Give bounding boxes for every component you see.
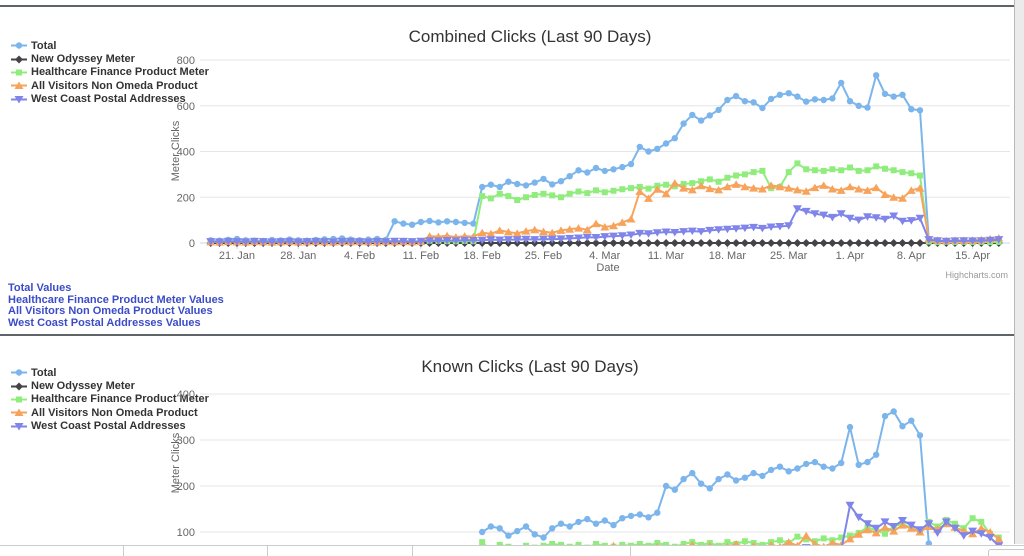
y-axis-title: Meter Clicks — [170, 120, 182, 181]
link-west-coast-postal-addresses-values[interactable]: West Coast Postal Addresses Values — [8, 316, 201, 329]
table-cell-border — [267, 546, 268, 556]
legend-item-label: Healthcare Finance Product Meter — [31, 393, 209, 406]
all-visitors-non-omeda-product-marker-icon — [11, 408, 27, 417]
known-clicks-title: Known Clicks (Last 90 Days) — [421, 357, 639, 376]
combined-clicks-chart[interactable]: 0 200 400 600 800 Meter Clicks 21. Jan 28. Jan 4… — [0, 0, 1024, 300]
y-axis-tick-label: 400 — [177, 389, 195, 401]
y-axis-tick-label: 200 — [177, 192, 195, 204]
new-odyssey-meter-marker-icon — [11, 55, 27, 64]
table-cell-border — [412, 546, 413, 556]
table-top-border — [0, 545, 1024, 546]
x-axis-tick-label: 25. Feb — [525, 250, 562, 262]
y-axis-title: Meter Clicks — [170, 432, 182, 493]
link-total-values[interactable]: Total Values — [8, 282, 72, 294]
legend-item-west-coast-postal-addresses[interactable]: West Coast Postal Addresses — [10, 93, 209, 106]
x-axis-tick-label: 21. Jan — [219, 250, 255, 262]
combined-clicks-legend: Total New Odyssey Meter Healthcare Finance… — [10, 39, 209, 106]
y-axis-tick-label: 800 — [177, 55, 195, 67]
legend-item-all-visitors-non-omeda-product[interactable]: All Visitors Non Omeda Product — [10, 79, 209, 92]
table-cell-border — [123, 546, 124, 556]
legend-item-label: West Coast Postal Addresses — [31, 420, 186, 433]
link-all-visitors-non-omeda-product-values[interactable]: All Visitors Non Omeda Product Values — [8, 305, 213, 317]
legend-item-label: West Coast Postal Addresses — [31, 93, 186, 106]
y-axis-tick-label: 200 — [177, 481, 195, 493]
legend-item-healthcare-finance-product-meter[interactable]: Healthcare Finance Product Meter — [10, 66, 209, 79]
legend-item-all-visitors-non-omeda-product[interactable]: All Visitors Non Omeda Product — [10, 406, 209, 419]
all-visitors-non-omeda-product-marker-icon — [11, 81, 27, 90]
x-axis-tick-label: 15. Apr — [955, 250, 990, 262]
x-axis-tick-label: 4. Mar — [589, 250, 621, 262]
x-axis-tick-label: 11. Feb — [403, 250, 440, 262]
legend-item-label: New Odyssey Meter — [31, 53, 135, 66]
known-clicks-chart[interactable]: 0100200300400Meter Clicks — [0, 337, 1014, 545]
legend-item-label: All Visitors Non Omeda Product — [31, 79, 198, 92]
x-axis-tick-label: 18. Mar — [709, 250, 747, 262]
total-marker-icon — [11, 42, 27, 49]
total-series[interactable] — [479, 408, 1002, 545]
x-axis-tick-label: 25. Mar — [770, 250, 808, 262]
y-axis-tick-label: 400 — [177, 147, 195, 159]
legend-item-new-odyssey-meter[interactable]: New Odyssey Meter — [10, 379, 209, 392]
y-axis-tick-label: 300 — [177, 435, 195, 447]
series-value-links: Total Values Healthcare Finance Product M… — [8, 282, 224, 329]
known-clicks-chart-viewport: 0100200300400Meter Clicks — [0, 337, 1014, 545]
x-axis-tick-label: 1. Apr — [836, 250, 865, 262]
panel-top-border — [0, 5, 1014, 7]
west-coast-postal-addresses-series[interactable] — [206, 205, 1004, 246]
legend-item-new-odyssey-meter[interactable]: New Odyssey Meter — [10, 52, 209, 65]
healthcare-finance-product-meter-marker-icon — [11, 69, 27, 76]
table-cell-border — [630, 546, 631, 556]
vertical-scrollbar[interactable] — [1014, 0, 1024, 544]
link-healthcare-finance-product-meter-values[interactable]: Healthcare Finance Product Meter Values — [8, 293, 224, 306]
x-axis-tick-label: 28. Jan — [280, 250, 316, 262]
legend-item-label: New Odyssey Meter — [31, 380, 135, 393]
known-clicks-legend: Total New Odyssey Meter Healthcare Finance… — [10, 366, 209, 433]
x-axis-tick-label: 8. Apr — [897, 250, 926, 262]
x-axis-title: Date — [596, 262, 619, 274]
legend-item-label: Total — [31, 39, 57, 52]
legend-item-total[interactable]: Total — [10, 39, 209, 52]
west-coast-postal-addresses-marker-icon — [11, 95, 27, 104]
y-axis-tick-label: 100 — [177, 527, 195, 539]
x-axis-tick-label: 18. Feb — [464, 250, 501, 262]
panel2-top-border — [0, 334, 1014, 336]
y-axis-tick-label: 0 — [189, 238, 195, 250]
y-axis-tick-label: 600 — [177, 101, 195, 113]
legend-item-label: Healthcare Finance Product Meter — [31, 66, 209, 79]
table-control-button[interactable] — [988, 549, 1024, 556]
x-axis-tick-label: 4. Feb — [344, 250, 375, 262]
west-coast-postal-addresses-marker-icon — [11, 422, 27, 431]
west-coast-postal-addresses-series[interactable] — [662, 501, 1004, 545]
healthcare-finance-product-meter-marker-icon — [11, 396, 27, 403]
total-marker-icon — [11, 369, 27, 376]
combined-clicks-title: Combined Clicks (Last 90 Days) — [408, 27, 652, 46]
highcharts-credit-link[interactable]: Highcharts.com — [945, 270, 1008, 280]
new-odyssey-meter-marker-icon — [11, 382, 27, 391]
legend-item-label: Total — [31, 366, 57, 379]
legend-item-total[interactable]: Total — [10, 366, 209, 379]
legend-item-west-coast-postal-addresses[interactable]: West Coast Postal Addresses — [10, 420, 209, 433]
legend-item-healthcare-finance-product-meter[interactable]: Healthcare Finance Product Meter — [10, 393, 209, 406]
legend-item-label: All Visitors Non Omeda Product — [31, 406, 198, 419]
x-axis-tick-label: 11. Mar — [648, 250, 685, 262]
